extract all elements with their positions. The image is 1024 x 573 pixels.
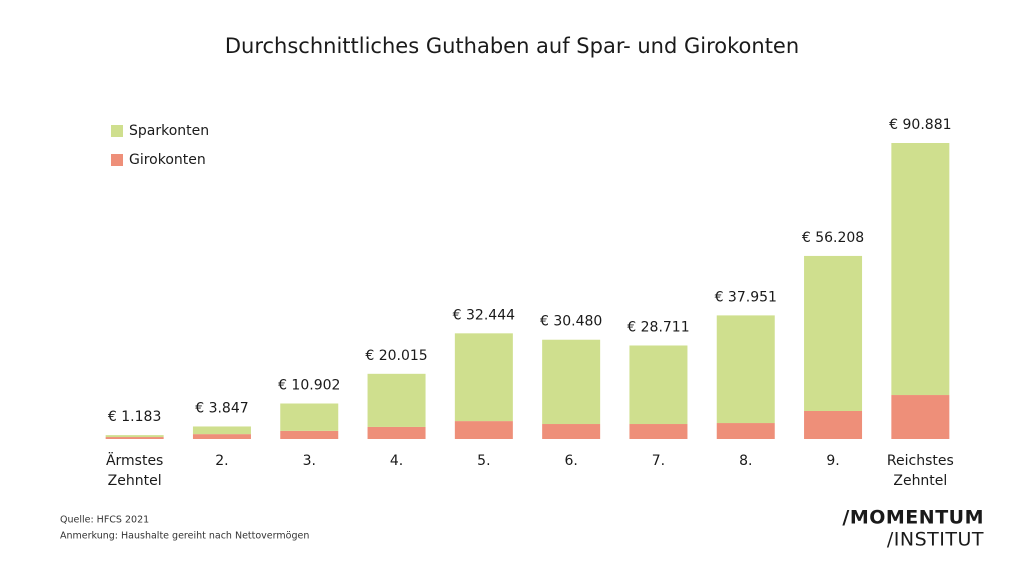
bar-segment [804,410,863,439]
total-label: € 20.015 [365,348,427,364]
x-tick-label: 9. [826,453,839,469]
total-label: € 56.208 [802,230,864,246]
bar-segment [105,437,164,439]
total-label: € 28.711 [627,319,689,335]
bar-segment [367,373,426,427]
logo: /INSTITUT [887,529,984,551]
bar-segment [367,426,426,439]
bar-segment [804,255,863,411]
source: Quelle: HFCS 2021 [60,515,149,526]
bar-segment [280,430,339,439]
x-tick-label: Zehntel [893,473,947,489]
x-tick-label: 3. [303,453,316,469]
chart-title: Durchschnittliches Guthaben auf Spar- un… [225,34,799,58]
total-label: € 30.480 [540,314,602,330]
x-tick-label: 2. [215,453,228,469]
total-label: € 32.444 [453,307,515,323]
legend-label: Girokonten [129,152,206,168]
x-tick-label: Ärmstes [106,451,163,469]
x-tick-label: 6. [564,453,577,469]
legend-swatch [111,154,123,166]
x-tick-label: Reichstes [887,453,954,469]
bar-segment [454,421,513,439]
x-tick-label: 7. [652,453,665,469]
legend-label: Sparkonten [129,123,209,139]
bar-segment [891,143,950,396]
bar-segment [542,339,601,425]
bar-segment [192,426,251,435]
bar-segment [105,435,164,438]
bar-segment [629,424,688,439]
legend-swatch [111,125,123,137]
x-tick-label: 4. [390,453,403,469]
x-tick-label: 8. [739,453,752,469]
x-tick-label: Zehntel [108,473,162,489]
bar-segment [716,423,775,439]
total-label: € 37.951 [715,289,777,305]
bar-segment [192,434,251,439]
x-tick-label: 5. [477,453,490,469]
logo: /MOMENTUM [842,507,984,529]
bar-segment [454,333,513,422]
total-label: € 1.183 [108,409,161,425]
total-label: € 3.847 [195,400,248,416]
bar-segment [542,424,601,439]
bar-segment [629,345,688,425]
note: Anmerkung: Haushalte gereiht nach Nettov… [60,531,309,542]
bar-segment [716,315,775,424]
bar-segment [280,403,339,431]
bar-segment [891,395,950,439]
total-label: € 10.902 [278,377,340,393]
total-label: € 90.881 [889,117,951,133]
